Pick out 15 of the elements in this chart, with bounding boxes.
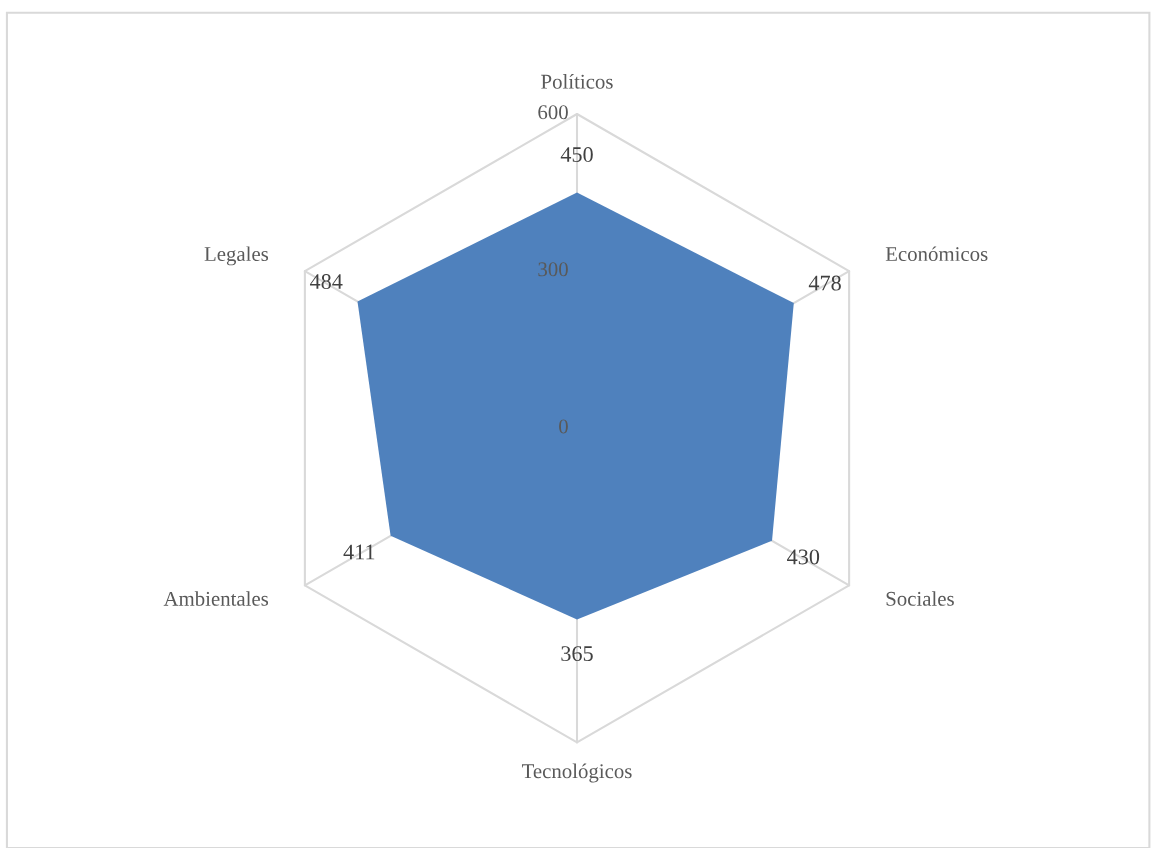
data-label: 411 (343, 544, 375, 560)
y-tick-label: 600 (538, 105, 568, 120)
spoke-label: Tecnológicos (521, 763, 632, 783)
spoke-label: Sociales (886, 591, 954, 606)
spoke-label: Legales (204, 246, 269, 266)
spoke-label: Económicos (885, 246, 988, 262)
spoke-label: Políticos (541, 73, 613, 89)
y-tick-label: 0 (559, 419, 568, 434)
spoke-label: Ambientales (163, 591, 269, 606)
data-label: 478 (808, 275, 841, 291)
data-label: 450 (560, 147, 593, 163)
data-label: 430 (787, 549, 820, 565)
y-tick-label: 300 (538, 262, 568, 277)
data-label: 484 (309, 274, 343, 290)
data-label: 365 (561, 646, 593, 662)
